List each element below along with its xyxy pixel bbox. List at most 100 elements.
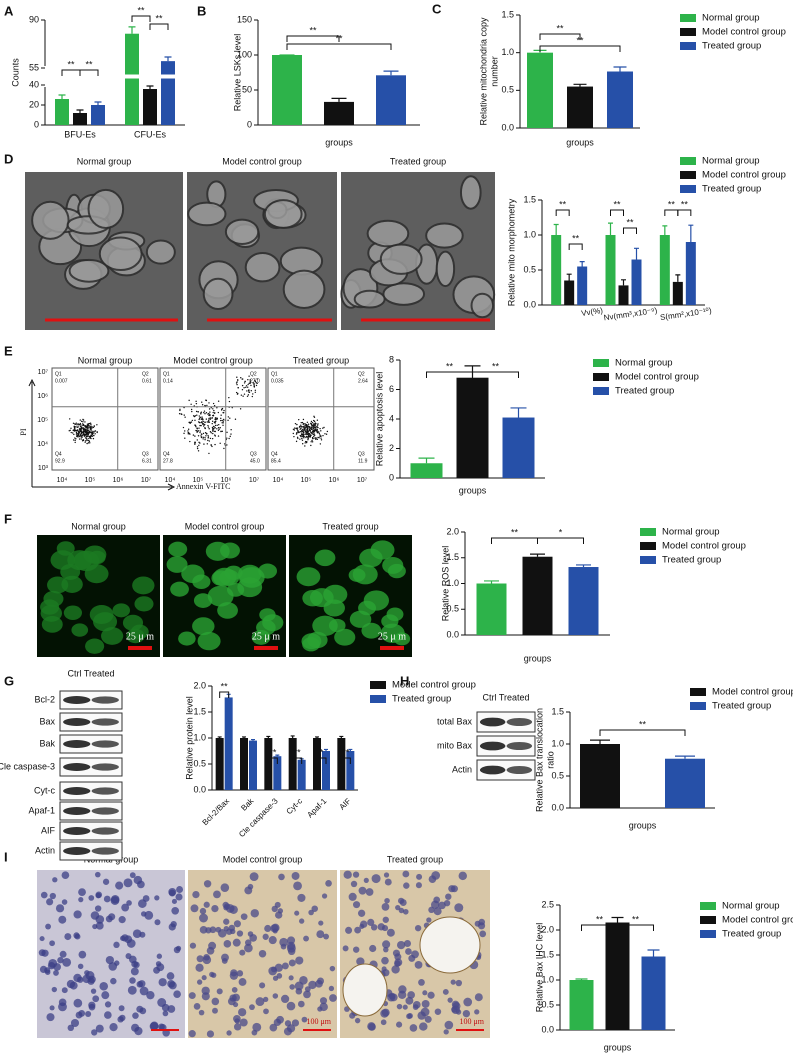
y-axis-label: Relative apoptosis level <box>374 372 384 467</box>
cell <box>46 1013 55 1022</box>
flow-event <box>74 439 76 442</box>
flow-event <box>183 414 185 416</box>
legend-label: Treated group <box>392 694 451 705</box>
cell <box>462 1009 471 1018</box>
flow-event <box>295 427 297 430</box>
cell <box>343 870 352 879</box>
image-title: Normal group <box>77 156 132 166</box>
y-axis-label: Counts <box>10 58 20 87</box>
nucleus <box>178 631 196 646</box>
blot-lane <box>59 781 123 801</box>
mitochondrion <box>382 282 426 306</box>
significance-label: ** <box>492 361 500 371</box>
vacuole <box>419 916 481 974</box>
cell <box>55 904 65 913</box>
blot-band <box>506 742 533 750</box>
cell <box>382 916 389 923</box>
cell <box>348 892 357 901</box>
cell <box>49 1005 55 1011</box>
legend-swatch <box>680 14 696 22</box>
cell <box>263 996 269 1003</box>
cell <box>249 934 258 942</box>
cell <box>114 960 120 966</box>
flow-event <box>213 409 215 412</box>
legend-label: Treated group <box>722 929 781 940</box>
cell <box>104 1001 112 1008</box>
flow-event <box>207 424 209 427</box>
nucleus <box>349 610 372 628</box>
cell <box>209 971 215 978</box>
blot-band <box>63 807 91 815</box>
y-axis-label: Relative Bax IHC level <box>534 923 544 1013</box>
flow-event <box>311 432 313 435</box>
cell <box>281 962 289 970</box>
cell <box>118 1005 125 1012</box>
blot-lane <box>59 734 123 754</box>
cell <box>134 1026 143 1036</box>
flow-event <box>80 424 82 426</box>
flow-event <box>305 425 308 427</box>
flow-event <box>196 439 199 441</box>
flow-x-tick: 10⁵ <box>193 477 204 484</box>
flow-event <box>93 434 95 437</box>
error-bar <box>324 748 328 751</box>
flow-event <box>84 434 86 437</box>
flow-event <box>78 431 80 433</box>
flow-event <box>178 413 181 415</box>
cell <box>402 908 409 915</box>
flow-event <box>253 385 256 387</box>
error-bar <box>76 109 84 113</box>
flow-event <box>301 421 304 424</box>
quadrant-value: 0.007 <box>55 378 68 384</box>
quadrant-name: Q4 <box>163 451 170 457</box>
panel-letter: H <box>400 673 409 688</box>
flow-event <box>197 430 200 432</box>
cell <box>156 963 165 972</box>
bar <box>91 105 105 125</box>
nucleus <box>61 575 83 593</box>
flow-event <box>216 407 218 409</box>
significance-label: ** <box>309 25 317 35</box>
flow-event <box>303 427 306 429</box>
flow-event <box>184 430 186 432</box>
cell <box>395 904 401 911</box>
flow-event <box>92 437 95 440</box>
flow-event <box>76 429 78 432</box>
significance-bracket <box>267 757 278 764</box>
flow-event <box>253 386 256 388</box>
flow-event <box>305 431 307 434</box>
cell <box>239 949 246 956</box>
cell <box>443 1029 449 1035</box>
mitochondrion <box>470 292 495 319</box>
bar <box>410 463 443 478</box>
flow-event <box>179 408 181 411</box>
cell <box>419 1022 428 1031</box>
cell <box>64 933 72 941</box>
nucleus <box>50 550 75 570</box>
error-bar <box>611 916 624 923</box>
cell <box>203 880 212 888</box>
flow-event <box>209 418 212 420</box>
cell <box>223 918 230 925</box>
flow-event <box>192 434 195 436</box>
flow-event <box>300 421 302 424</box>
cell <box>105 955 115 965</box>
flow-x-label: Annexin V-FITC <box>176 482 230 491</box>
blot-band <box>63 718 91 726</box>
flow-event <box>217 427 220 429</box>
flow-event <box>254 379 256 381</box>
nucleus <box>259 608 276 622</box>
cell <box>474 993 483 1002</box>
flow-event <box>202 438 204 440</box>
flow-event <box>78 438 81 440</box>
cell <box>199 907 207 915</box>
flow-event <box>196 447 199 450</box>
flow-event <box>304 427 307 429</box>
y-tick-label: 0.0 <box>501 122 514 132</box>
nucleus <box>359 548 383 568</box>
x-axis-label: groups <box>524 653 552 663</box>
cell <box>138 899 147 908</box>
blot-row-label: AIF <box>41 825 56 835</box>
panel-letter: I <box>4 849 8 864</box>
flow-x-tick: 10⁴ <box>273 477 284 484</box>
